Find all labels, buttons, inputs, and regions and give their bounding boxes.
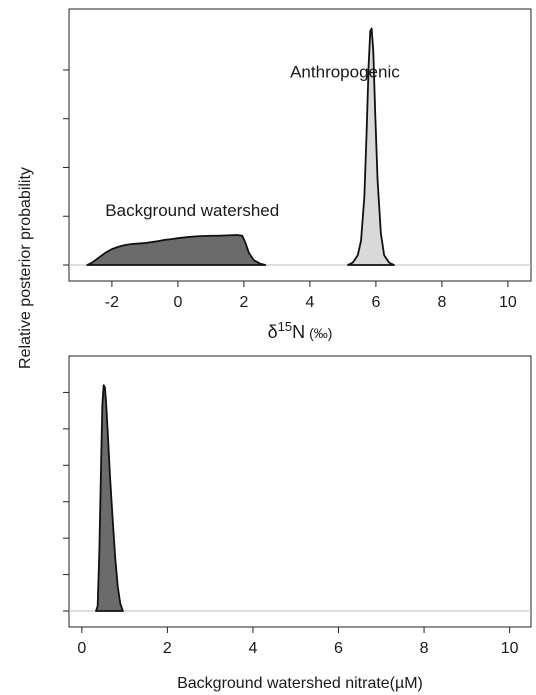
top-series-2-area [346, 27, 395, 266]
bottom-x-tick-label-4: 6 [334, 640, 343, 657]
bottom-y-ticks [63, 391, 69, 612]
top-panel: -2 0 2 4 6 8 10 Anthropogenic Background waters… [63, 8, 532, 342]
top-x-ticks: -2 0 2 4 6 8 10 [105, 281, 517, 311]
top-series-1-area [86, 234, 267, 266]
top-y-ticks [63, 69, 69, 266]
top-density-areas [86, 27, 395, 266]
top-annotations: Anthropogenic Background watershed [105, 62, 400, 220]
top-x-axis-label-delta: δ [268, 322, 278, 342]
top-x-axis-label-unit: (‰) [309, 325, 332, 341]
top-x-tick-label-6: 8 [437, 294, 446, 311]
top-x-tick-label-1: -2 [105, 294, 119, 311]
top-x-tick-label-3: 2 [239, 294, 248, 311]
top-x-tick-label-2: 0 [173, 294, 182, 311]
bottom-series-1-area [95, 384, 124, 612]
top-x-tick-label-7: 10 [499, 294, 517, 311]
bottom-panel: 0 2 4 6 8 10 Background watershed nitrate(µM) [63, 355, 532, 692]
bottom-x-tick-label-1: 0 [77, 640, 86, 657]
top-x-axis-label-sup: 15 [278, 319, 292, 334]
top-annotation-1: Anthropogenic [290, 62, 400, 81]
bottom-density-areas [95, 384, 124, 612]
top-x-axis-label: δ15N (‰) [268, 319, 333, 342]
bottom-x-ticks: 0 2 4 6 8 10 [77, 627, 519, 657]
bottom-x-tick-label-6: 10 [501, 640, 519, 657]
bottom-x-tick-label-2: 2 [163, 640, 172, 657]
shared-y-axis-label: Relative posterior probability [17, 167, 34, 369]
bottom-x-tick-label-3: 4 [248, 640, 257, 657]
top-annotation-2: Background watershed [105, 201, 279, 220]
bottom-x-tick-label-5: 8 [420, 640, 429, 657]
top-x-tick-label-4: 4 [305, 294, 314, 311]
top-plot-frame [68, 8, 532, 282]
bottom-plot-frame [68, 355, 532, 628]
top-x-axis-label-n: N [292, 322, 305, 342]
top-x-tick-label-5: 6 [371, 294, 380, 311]
bottom-x-axis-label: Background watershed nitrate(µM) [177, 675, 423, 692]
